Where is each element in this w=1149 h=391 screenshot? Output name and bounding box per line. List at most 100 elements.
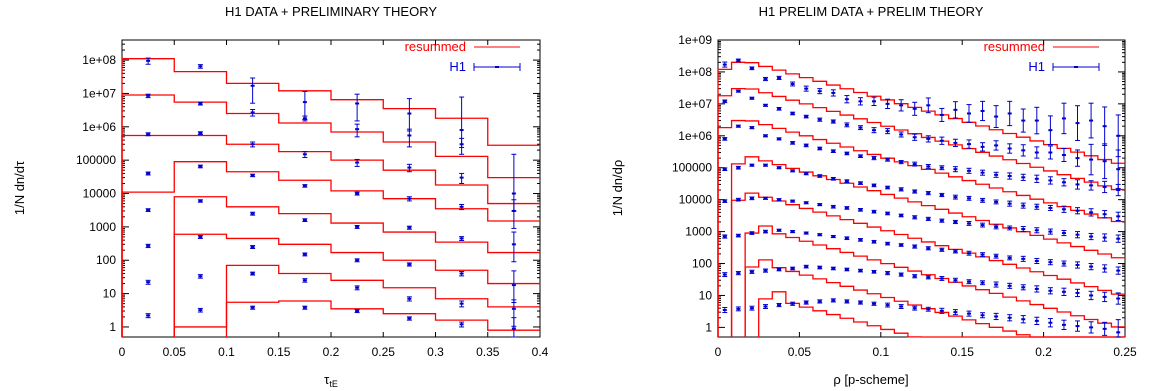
right-data-point bbox=[871, 269, 877, 274]
right-data-point bbox=[912, 101, 918, 116]
right-data-point bbox=[1020, 284, 1026, 291]
right-data-point bbox=[803, 114, 809, 119]
right-chart-title: H1 PRELIM DATA + PRELIM THEORY bbox=[759, 4, 984, 19]
right-data-point bbox=[980, 142, 986, 152]
right-data-point bbox=[912, 189, 918, 194]
left-data-point bbox=[302, 115, 308, 122]
left-data-point bbox=[459, 203, 465, 211]
right-data-point bbox=[1034, 227, 1040, 234]
left-y-tick-label: 10 bbox=[103, 287, 117, 301]
right-data-point bbox=[966, 167, 972, 174]
left-data-point bbox=[459, 300, 465, 308]
right-data-point bbox=[912, 133, 918, 141]
right-legend-data-swatch bbox=[1052, 63, 1100, 71]
left-chart-ylabel: 1/N dn/dτ bbox=[12, 160, 27, 215]
right-data-point bbox=[871, 183, 877, 188]
right-data-point bbox=[830, 266, 836, 271]
right-data-point bbox=[1115, 211, 1121, 222]
right-data-point bbox=[939, 218, 945, 223]
right-data-point bbox=[980, 197, 986, 203]
right-data-point bbox=[776, 137, 782, 141]
left-data-point bbox=[406, 316, 412, 321]
right-data-point bbox=[993, 312, 999, 321]
right-y-tick-label: 1000 bbox=[685, 225, 712, 239]
left-data-point bbox=[406, 296, 412, 302]
right-data-point bbox=[844, 179, 850, 183]
left-y-tick-label: 1e+08 bbox=[82, 53, 116, 67]
right-data-point bbox=[776, 228, 782, 232]
right-data-point bbox=[1075, 207, 1081, 215]
right-theory-curve bbox=[730, 192, 1125, 337]
right-data-point bbox=[925, 306, 931, 312]
right-data-point bbox=[803, 264, 809, 269]
left-data-point bbox=[302, 90, 308, 121]
right-data-point bbox=[1047, 228, 1053, 235]
right-theory-curve bbox=[717, 119, 1125, 337]
right-data-point bbox=[952, 138, 958, 148]
right-data-point bbox=[830, 176, 836, 181]
right-data-point bbox=[871, 96, 877, 106]
right-data-point bbox=[1034, 257, 1040, 265]
right-theory-curve bbox=[758, 291, 1125, 338]
right-data-point bbox=[857, 208, 863, 212]
right-data-point bbox=[898, 99, 904, 112]
left-data-point bbox=[354, 224, 360, 229]
right-data-point bbox=[871, 156, 877, 161]
left-data-point bbox=[145, 132, 151, 137]
right-data-point bbox=[952, 101, 958, 119]
right-data-point bbox=[885, 157, 891, 162]
right-data-point bbox=[1075, 231, 1081, 239]
left-y-tick-label: 1e+06 bbox=[82, 120, 116, 134]
left-legend-data-swatch bbox=[473, 63, 521, 71]
left-data-point bbox=[354, 309, 360, 314]
right-data-point bbox=[1061, 287, 1067, 296]
right-data-point bbox=[980, 100, 986, 122]
right-data-point bbox=[844, 151, 850, 156]
right-data-point bbox=[1007, 100, 1013, 127]
left-data-point bbox=[197, 164, 203, 169]
right-data-point bbox=[885, 271, 891, 276]
right-data-point bbox=[762, 229, 768, 234]
right-data-point bbox=[1075, 288, 1081, 298]
left-data-point bbox=[354, 123, 360, 138]
right-data-point bbox=[749, 163, 755, 167]
right-data-point bbox=[952, 219, 958, 225]
right-data-point bbox=[912, 161, 918, 167]
right-data-point bbox=[952, 309, 958, 316]
right-data-point bbox=[885, 98, 891, 110]
left-theory-curve bbox=[121, 161, 540, 337]
right-data-point bbox=[871, 301, 877, 306]
right-data-point bbox=[993, 105, 999, 129]
left-data-point bbox=[459, 270, 465, 277]
left-theory-curve bbox=[173, 264, 540, 337]
right-data-point bbox=[939, 247, 945, 252]
right-data-point bbox=[1007, 255, 1013, 261]
left-y-tick-label: 1e+07 bbox=[82, 86, 116, 100]
right-data-point bbox=[790, 141, 796, 145]
right-data-point bbox=[912, 215, 918, 220]
right-data-point bbox=[925, 246, 931, 251]
right-data-point bbox=[966, 221, 972, 226]
left-data-point bbox=[250, 173, 256, 178]
right-theory-curve bbox=[744, 259, 1125, 338]
right-y-tick-label: 1e+09 bbox=[678, 33, 712, 47]
right-data-point bbox=[1047, 287, 1053, 295]
right-data-point bbox=[1034, 285, 1040, 293]
left-x-tick-label: 0.35 bbox=[476, 345, 500, 359]
right-data-point bbox=[1007, 200, 1013, 207]
left-theory-curve bbox=[173, 196, 540, 337]
right-data-point bbox=[885, 128, 891, 135]
left-x-tick-label: 0.25 bbox=[372, 345, 396, 359]
left-data-point bbox=[459, 321, 465, 328]
right-data-point bbox=[1088, 290, 1094, 301]
right-data-point bbox=[817, 203, 823, 207]
left-data-point bbox=[250, 305, 256, 310]
right-data-point bbox=[1007, 225, 1013, 231]
right-data-point bbox=[790, 111, 796, 116]
right-data-point bbox=[898, 272, 904, 277]
right-data-point bbox=[966, 250, 972, 256]
right-data-point bbox=[1061, 230, 1067, 237]
left-chart-xlabel-sub: tE bbox=[329, 379, 338, 389]
right-y-tick-label: 1 bbox=[705, 320, 712, 334]
right-data-point bbox=[722, 61, 728, 68]
